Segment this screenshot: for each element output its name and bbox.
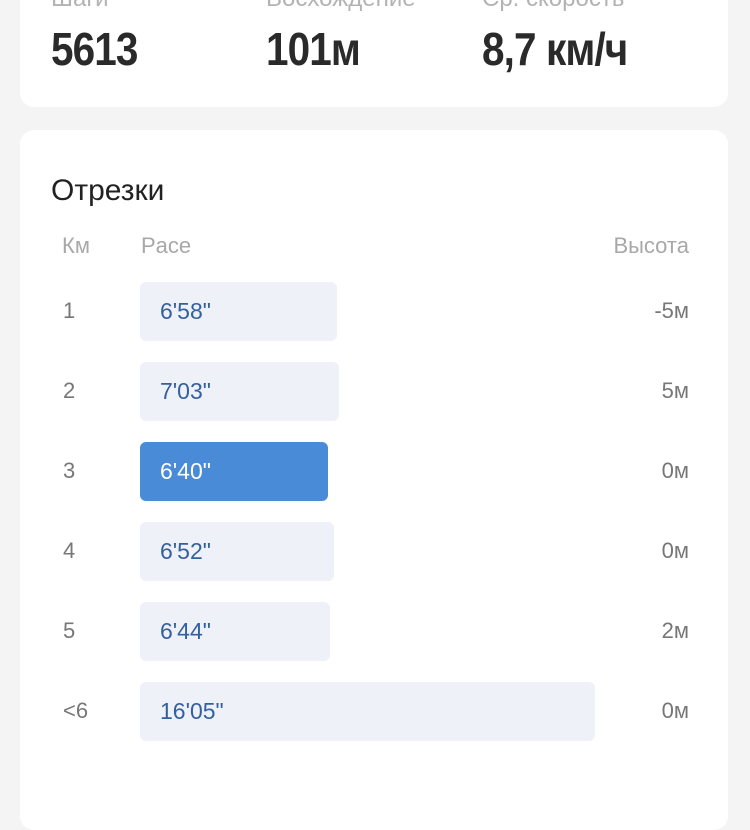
pace-bar: 6'40" <box>140 442 328 501</box>
split-elevation: -5м <box>654 298 689 323</box>
stat-value: 5613 <box>51 23 138 75</box>
stat-label: Восхождение <box>266 0 416 13</box>
stat-label: Шаги <box>51 0 109 13</box>
section-title: Отрезки <box>51 174 165 207</box>
pace-bar: 6'58" <box>140 282 337 341</box>
pace-bar: 7'03" <box>140 362 339 421</box>
stat-value: 8,7 км/ч <box>482 23 628 75</box>
split-row[interactable]: <6 16'05" 0м <box>20 681 728 741</box>
split-elevation: 0м <box>661 538 689 563</box>
split-pace: 6'52" <box>160 538 211 564</box>
stat-value: 101м <box>266 23 361 75</box>
split-pace: 7'03" <box>160 378 211 404</box>
split-km: 2 <box>63 378 76 403</box>
pace-bar: 16'05" <box>140 682 595 741</box>
stat-label: Ср. скорость <box>482 0 624 13</box>
split-km: 5 <box>63 618 76 643</box>
header-pace: Pace <box>141 233 192 258</box>
splits-card: Отрезки Км Pace Высота 1 6'58" -5м 2 7'03… <box>20 130 728 830</box>
stats-card: Шаги 5613 Восхождение 101м Ср. скорость … <box>20 0 728 107</box>
pace-bar: 6'52" <box>140 522 334 581</box>
split-elevation: 5м <box>661 378 689 403</box>
split-pace: 6'44" <box>160 618 211 644</box>
split-row[interactable]: 2 7'03" 5м <box>20 361 728 421</box>
split-pace: 6'58" <box>160 298 211 324</box>
split-row[interactable]: 1 6'58" -5м <box>20 281 728 341</box>
split-km: 4 <box>63 538 76 563</box>
split-km: 1 <box>63 298 76 323</box>
split-row[interactable]: 3 6'40" 0м <box>20 441 728 501</box>
header-km: Км <box>62 233 90 258</box>
split-row[interactable]: 4 6'52" 0м <box>20 521 728 581</box>
split-km: <6 <box>63 698 89 723</box>
pace-bar: 6'44" <box>140 602 330 661</box>
split-elevation: 0м <box>661 698 689 723</box>
split-pace: 6'40" <box>160 458 211 484</box>
split-row[interactable]: 5 6'44" 2м <box>20 601 728 661</box>
split-elevation: 0м <box>661 458 689 483</box>
header-elevation: Высота <box>613 233 689 258</box>
split-pace: 16'05" <box>160 698 224 724</box>
split-elevation: 2м <box>661 618 689 643</box>
split-km: 3 <box>63 458 76 483</box>
